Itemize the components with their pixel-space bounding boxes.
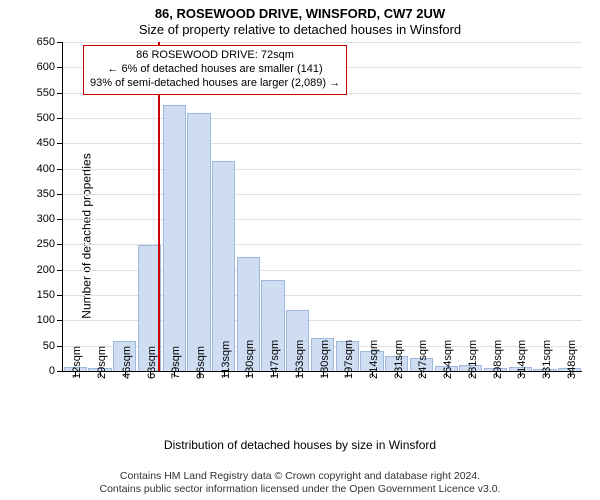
bar-slot: 264sqm [434, 42, 459, 371]
footer-line-1: Contains HM Land Registry data © Crown c… [0, 470, 600, 483]
bar-slot: 348sqm [557, 42, 582, 371]
x-tick-label: 180sqm [319, 340, 331, 379]
y-tick-label: 600 [37, 61, 55, 73]
x-tick-label: 197sqm [343, 340, 355, 379]
y-tick-label: 100 [37, 314, 55, 326]
x-tick-label: 130sqm [244, 340, 256, 379]
bar-slot: 247sqm [409, 42, 434, 371]
plot-area: Number of detached properties 12sqm29sqm… [0, 42, 600, 430]
y-tick [57, 346, 63, 347]
bar-slot: 231sqm [384, 42, 409, 371]
x-tick-label: 264sqm [442, 340, 454, 379]
y-tick-label: 450 [37, 137, 55, 149]
x-tick-label: 79sqm [170, 346, 182, 379]
callout-box: 86 ROSEWOOD DRIVE: 72sqm ← 6% of detache… [83, 45, 347, 94]
footer-line-2: Contains public sector information licen… [0, 483, 600, 496]
y-tick-label: 250 [37, 238, 55, 250]
x-tick-label: 331sqm [541, 340, 553, 379]
y-tick-label: 550 [37, 87, 55, 99]
y-tick [57, 93, 63, 94]
bar-slot: 281sqm [459, 42, 484, 371]
y-tick-label: 650 [37, 36, 55, 48]
x-tick-label: 113sqm [220, 341, 232, 379]
y-tick [57, 244, 63, 245]
y-tick [57, 371, 63, 372]
y-tick [57, 143, 63, 144]
x-tick-label: 147sqm [269, 340, 281, 379]
x-tick-label: 29sqm [96, 346, 108, 379]
x-tick-label: 214sqm [368, 340, 380, 379]
y-tick-label: 300 [37, 213, 55, 225]
y-tick [57, 320, 63, 321]
y-tick [57, 42, 63, 43]
footer-attribution: Contains HM Land Registry data © Crown c… [0, 470, 600, 496]
page-title: 86, ROSEWOOD DRIVE, WINSFORD, CW7 2UW [0, 6, 600, 21]
callout-line-1: 86 ROSEWOOD DRIVE: 72sqm [90, 49, 340, 63]
y-tick [57, 67, 63, 68]
y-tick-label: 350 [37, 188, 55, 200]
y-tick [57, 118, 63, 119]
x-tick-label: 163sqm [294, 340, 306, 379]
y-tick-label: 200 [37, 264, 55, 276]
bar-slot: 331sqm [533, 42, 558, 371]
histogram-bar [187, 113, 210, 371]
histogram-bar [212, 161, 235, 371]
y-tick-label: 500 [37, 112, 55, 124]
histogram-bar [163, 105, 186, 371]
y-tick-label: 0 [49, 365, 55, 377]
x-tick-label: 12sqm [71, 346, 83, 379]
bar-slot: 298sqm [483, 42, 508, 371]
x-tick-label: 281sqm [467, 340, 479, 379]
y-tick-label: 400 [37, 163, 55, 175]
histogram-chart: 12sqm29sqm46sqm63sqm79sqm96sqm113sqm130s… [62, 42, 582, 372]
y-tick [57, 270, 63, 271]
x-tick-label: 314sqm [516, 340, 528, 379]
y-tick-label: 150 [37, 289, 55, 301]
y-tick [57, 194, 63, 195]
x-tick-label: 247sqm [417, 340, 429, 379]
bar-slot: 314sqm [508, 42, 533, 371]
x-tick-label: 298sqm [492, 340, 504, 379]
x-tick-label: 46sqm [121, 346, 133, 379]
callout-line-3: 93% of semi-detached houses are larger (… [90, 77, 340, 91]
y-tick [57, 219, 63, 220]
callout-line-2: ← 6% of detached houses are smaller (141… [90, 63, 340, 77]
x-tick-label: 96sqm [195, 346, 207, 379]
page-subtitle: Size of property relative to detached ho… [0, 22, 600, 37]
y-tick [57, 169, 63, 170]
x-axis-label: Distribution of detached houses by size … [0, 438, 600, 452]
x-tick-label: 63sqm [146, 346, 158, 379]
x-tick-label: 231sqm [393, 340, 405, 379]
y-tick-label: 50 [43, 340, 55, 352]
bar-slot: 214sqm [360, 42, 385, 371]
x-tick-label: 348sqm [566, 340, 578, 379]
y-tick [57, 295, 63, 296]
